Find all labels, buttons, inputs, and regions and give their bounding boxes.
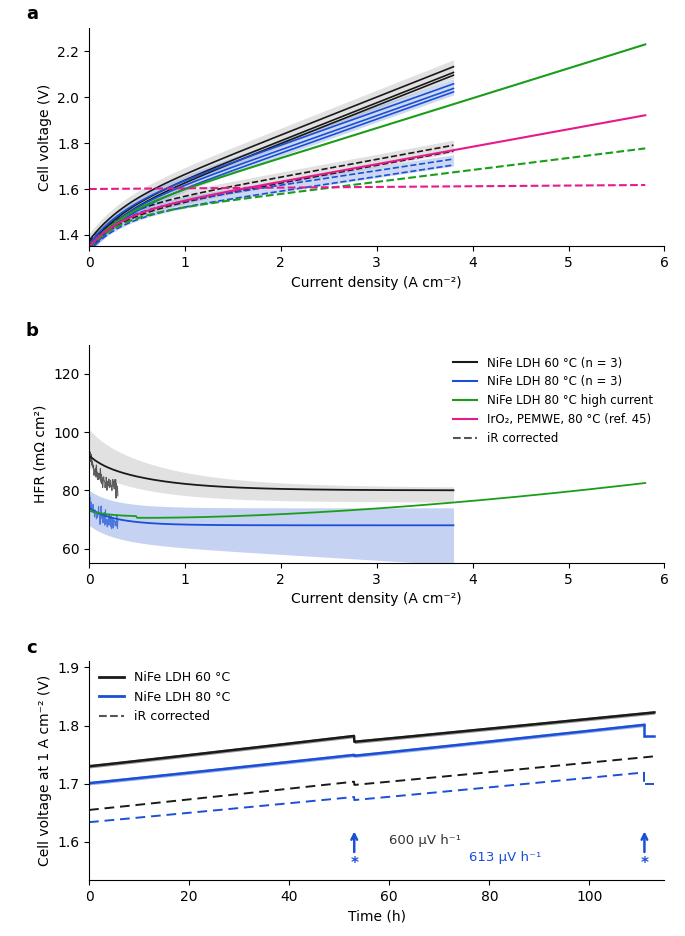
Y-axis label: Cell voltage at 1 A cm⁻² (V): Cell voltage at 1 A cm⁻² (V) (38, 675, 51, 866)
Text: 613 μV h⁻¹: 613 μV h⁻¹ (469, 851, 542, 864)
Text: b: b (26, 322, 38, 340)
Y-axis label: HFR (mΩ cm²): HFR (mΩ cm²) (34, 404, 47, 504)
Text: *: * (350, 856, 358, 871)
Text: *: * (640, 856, 649, 871)
X-axis label: Current density (A cm⁻²): Current density (A cm⁻²) (291, 276, 462, 290)
X-axis label: Time (h): Time (h) (348, 909, 406, 923)
Text: c: c (26, 638, 36, 657)
Text: a: a (26, 6, 38, 23)
Text: 600 μV h⁻¹: 600 μV h⁻¹ (389, 834, 461, 847)
Legend: NiFe LDH 60 °C, NiFe LDH 80 °C, iR corrected: NiFe LDH 60 °C, NiFe LDH 80 °C, iR corre… (95, 667, 234, 726)
X-axis label: Current density (A cm⁻²): Current density (A cm⁻²) (291, 592, 462, 607)
Legend: NiFe LDH 60 °C (n = 3), NiFe LDH 80 °C (n = 3), NiFe LDH 80 °C high current, IrO: NiFe LDH 60 °C (n = 3), NiFe LDH 80 °C (… (447, 351, 658, 451)
Y-axis label: Cell voltage (V): Cell voltage (V) (38, 83, 51, 191)
